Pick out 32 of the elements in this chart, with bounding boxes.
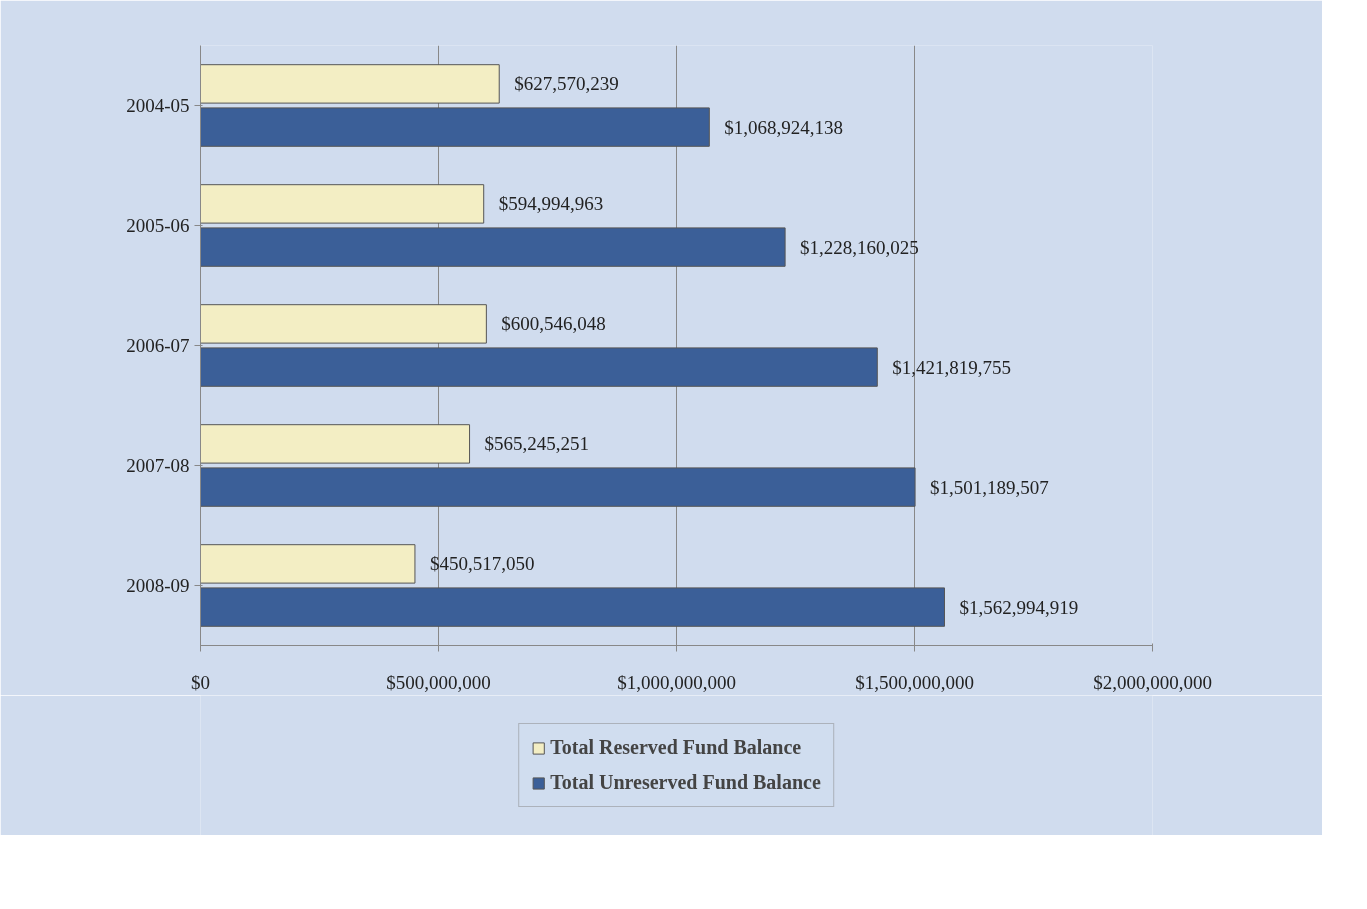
y-tick-label: 2007-08 (126, 455, 190, 476)
data-label: $627,570,239 (514, 73, 619, 95)
data-label: $1,421,819,755 (892, 356, 1012, 378)
x-tick-label: $500,000,000 (386, 671, 491, 693)
legend-label: Total Reserved Fund Balance (550, 736, 802, 759)
bar (200, 544, 416, 584)
bar (200, 467, 916, 507)
y-tick-label: 2004-05 (126, 95, 190, 116)
x-tick-label: $1,500,000,000 (855, 671, 974, 693)
data-label: $1,562,994,919 (959, 596, 1079, 618)
bar (200, 587, 945, 627)
x-tick-label: $1,000,000,000 (617, 671, 736, 693)
data-label: $1,228,160,025 (800, 236, 919, 258)
x-tick-label: $2,000,000,000 (1093, 671, 1212, 693)
y-tick-label: 2006-07 (126, 335, 190, 356)
bar (200, 64, 500, 104)
bar (200, 424, 471, 464)
data-label: $450,517,050 (429, 553, 535, 575)
data-label: $600,546,048 (501, 313, 606, 335)
bar (200, 304, 487, 344)
data-label: $1,068,924,138 (724, 116, 844, 138)
bar (200, 107, 710, 147)
bar (200, 347, 878, 387)
y-tick-label: 2008-09 (126, 575, 190, 596)
bar (200, 227, 786, 267)
x-tick-label: $0 (191, 671, 210, 693)
bar (200, 184, 485, 224)
data-label: $594,994,963 (498, 193, 604, 215)
legend-label: Total Unreserved Fund Balance (550, 771, 821, 794)
data-label: $565,245,251 (484, 433, 590, 455)
y-tick-label: 2005-06 (126, 215, 190, 236)
data-label: $1,501,189,507 (930, 476, 1049, 498)
